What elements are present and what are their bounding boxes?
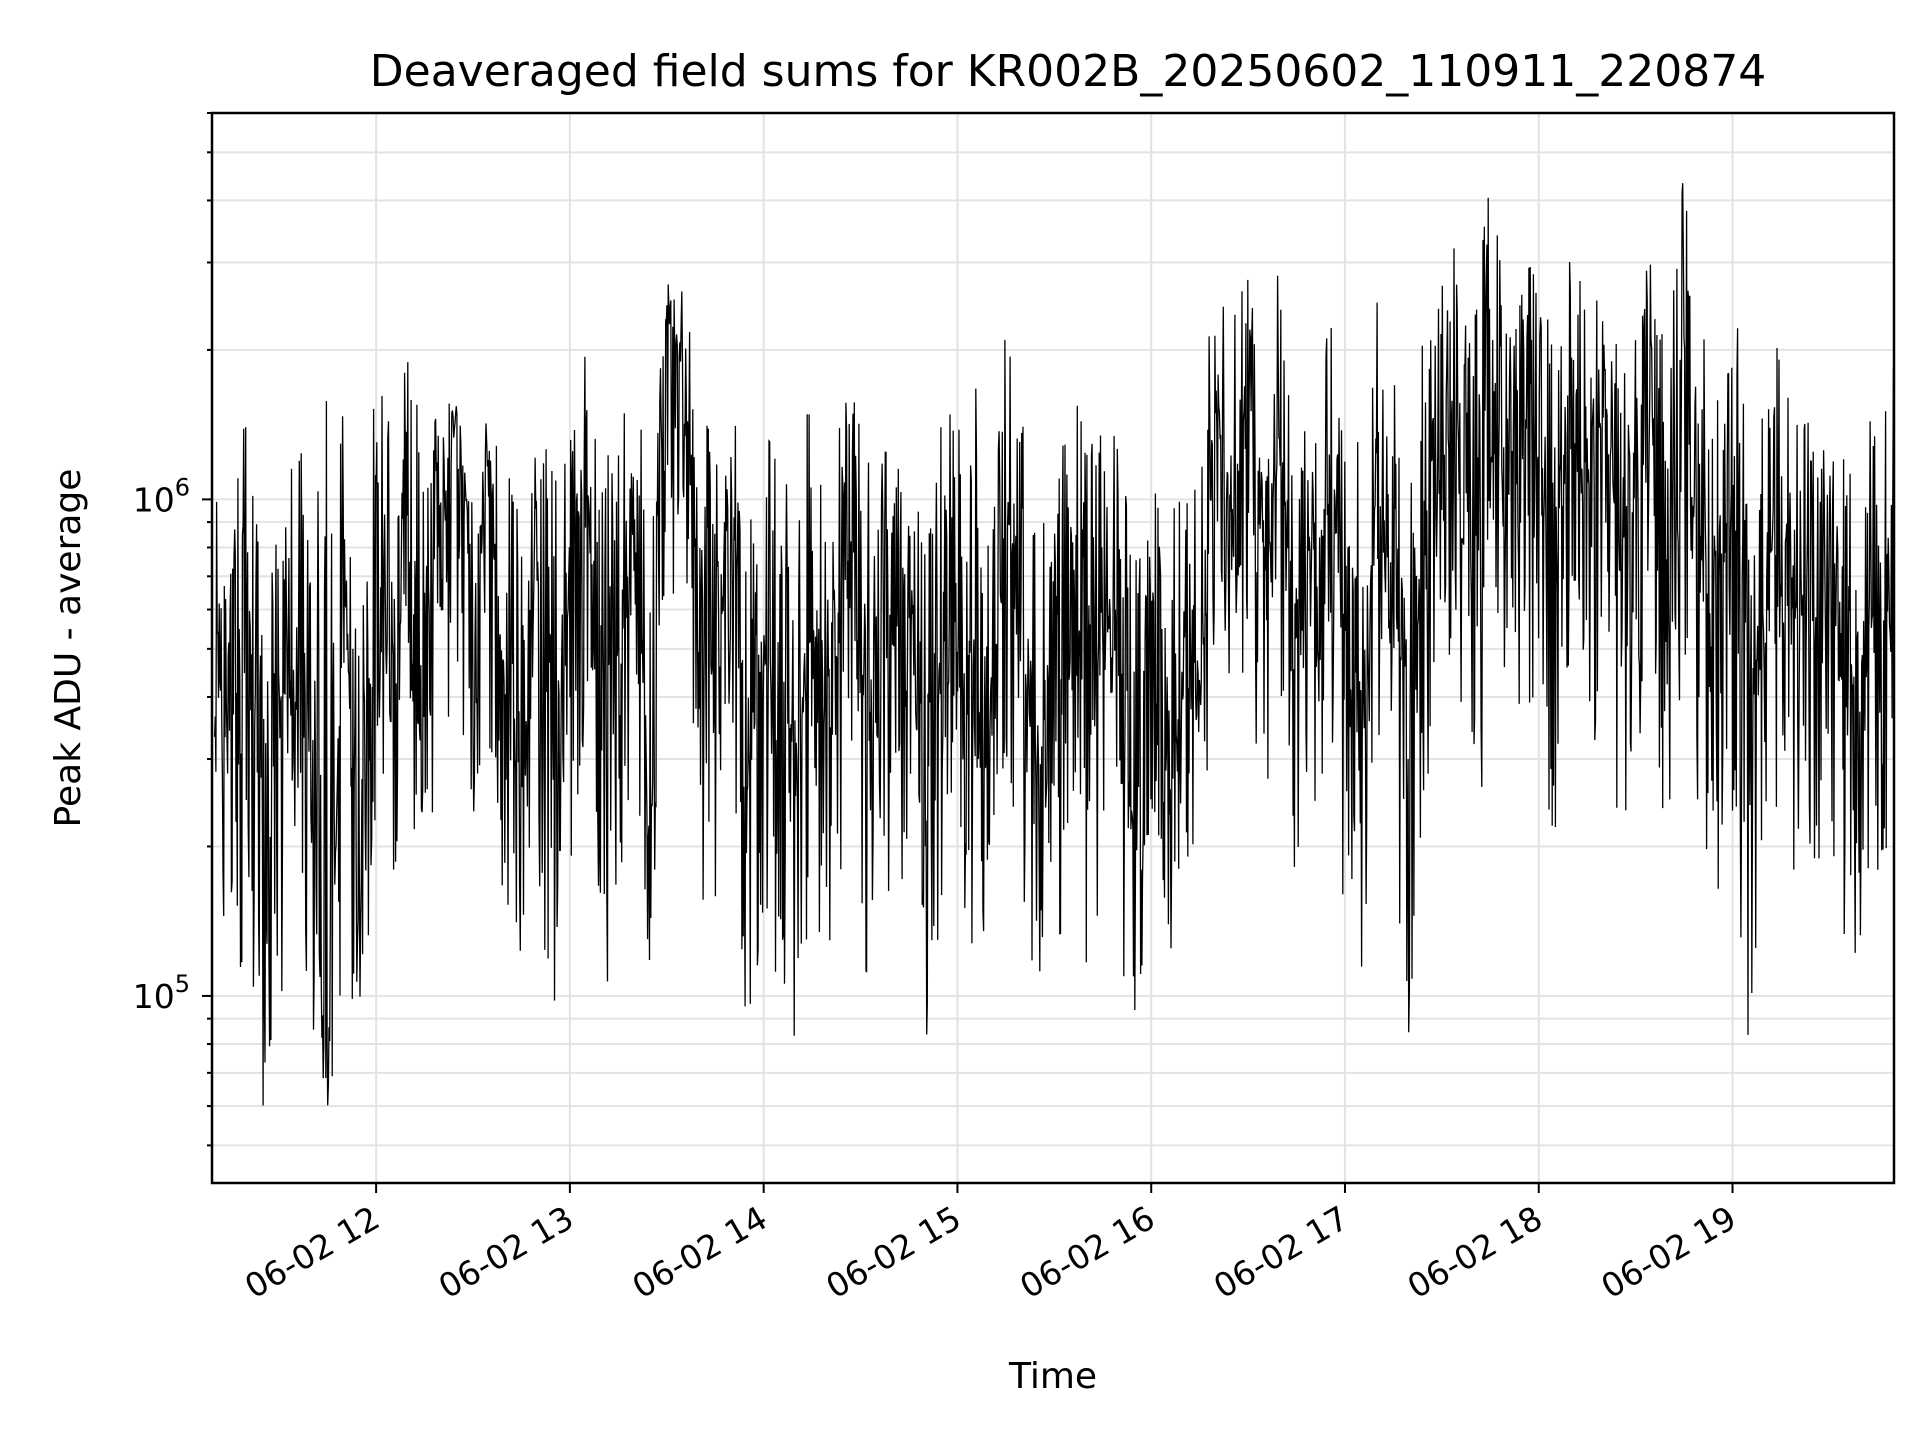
series-layer xyxy=(213,183,1895,1106)
x-tick-label: 06-02 15 xyxy=(819,1198,967,1306)
x-tick-label: 06-02 14 xyxy=(626,1198,774,1306)
x-tick-label: 06-02 12 xyxy=(238,1198,386,1306)
x-axis-label: Time xyxy=(1008,1356,1097,1397)
y-tick-label: 105 xyxy=(133,970,190,1016)
plot-frame xyxy=(210,111,1896,1185)
x-tick-label: 06-02 13 xyxy=(432,1198,580,1306)
y-axis-label: Peak ADU - average xyxy=(48,469,89,828)
x-tick-label: 06-02 19 xyxy=(1595,1198,1743,1306)
x-tick-label: 06-02 17 xyxy=(1207,1198,1355,1306)
y-tick-label: 106 xyxy=(133,473,190,519)
x-tick-label: 06-02 16 xyxy=(1013,1198,1161,1306)
chart-title: Deaveraged field sums for KR002B_2025060… xyxy=(370,46,1766,97)
x-tick-label: 06-02 18 xyxy=(1401,1198,1549,1306)
series-line xyxy=(213,183,1895,1106)
